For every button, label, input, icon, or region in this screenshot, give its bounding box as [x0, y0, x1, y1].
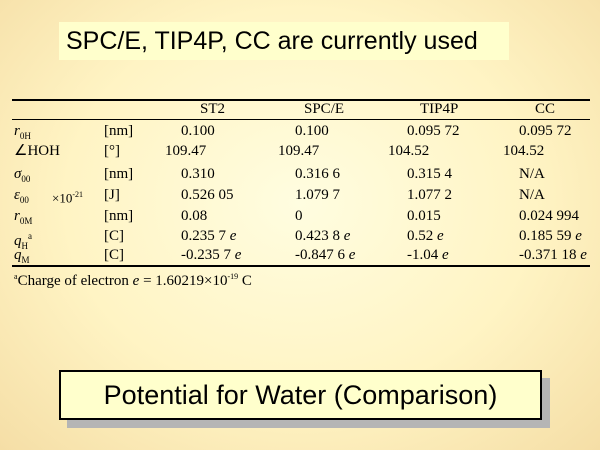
header-banner: SPC/E, TIP4P, CC are currently used [59, 22, 509, 60]
cell-value: 109.47 [278, 143, 320, 159]
footer-title-box: Potential for Water (Comparison) [59, 370, 542, 420]
table-row: r0M [nm] 0.08 0 0.015 0.024 994 [0, 206, 600, 226]
table-row: ∠HOH [°] 109.47 109.47 104.52 104.52 [0, 141, 600, 160]
cell-value: 0.095 72 [519, 123, 572, 139]
cell-value: -1.04 e [407, 247, 449, 263]
table-bottom-rule [12, 265, 590, 267]
cell-value: 1.079 7 [295, 187, 340, 203]
row-symbol: r0M [14, 208, 33, 226]
row-unit: [C] [104, 247, 124, 263]
cell-value: -0.371 18 e [519, 247, 587, 263]
table-row: r0H [nm] 0.100 0.100 0.095 72 0.095 72 [0, 121, 600, 141]
cell-value: 0.185 59 e [519, 228, 582, 244]
cell-value: 0.015 [407, 208, 441, 224]
footnote: aCharge of electron e = 1.60219×10-19 C [14, 272, 252, 289]
row-unit: [nm] [104, 208, 134, 224]
cell-value: 0.08 [181, 208, 208, 224]
cell-value: 0.52 e [407, 228, 444, 244]
table-row: qM [C] -0.235 7 e -0.847 6 e -1.04 e -0.… [0, 245, 600, 265]
table-top-rule [12, 99, 590, 101]
cell-value: 0.526 05 [181, 187, 234, 203]
cell-value: 0.095 72 [407, 123, 460, 139]
row-symbol: σ00 [14, 166, 31, 184]
cell-value: 0.235 7 e [181, 228, 237, 244]
cell-value: 109.47 [165, 143, 207, 159]
table-row: qHa [C] 0.235 7 e 0.423 8 e 0.52 e 0.185… [0, 226, 600, 251]
cell-value: 0.024 994 [519, 208, 579, 224]
cell-value: -0.847 6 e [295, 247, 356, 263]
row-unit: [J] [104, 187, 120, 203]
cell-value: 0.423 8 e [295, 228, 351, 244]
footer-title: Potential for Water (Comparison) [103, 380, 498, 410]
cell-value: 0.316 6 [295, 166, 340, 182]
row-multiplier: ×10-21 [52, 190, 84, 206]
cell-value: 104.52 [388, 143, 430, 159]
row-symbol: ε00 [14, 187, 29, 205]
row-unit: [nm] [104, 166, 134, 182]
row-unit: [°] [104, 143, 120, 159]
table-row: σ00 [nm] 0.310 0.316 6 0.315 4 N/A [0, 164, 600, 184]
row-symbol: qM [14, 247, 30, 265]
cell-value: 104.52 [503, 143, 545, 159]
row-symbol: r0H [14, 123, 31, 141]
column-header-st2: ST2 [200, 101, 226, 117]
row-unit: [nm] [104, 123, 134, 139]
table-header-rule [12, 119, 590, 120]
cell-value: 0.310 [181, 166, 215, 182]
cell-value: -0.235 7 e [181, 247, 242, 263]
cell-value: 0 [295, 208, 303, 224]
cell-value: 1.077 2 [407, 187, 452, 203]
column-header-tip4p: TIP4P [420, 101, 459, 117]
column-header-spce: SPC/E [304, 101, 345, 117]
row-symbol: ∠HOH [14, 143, 60, 159]
row-unit: [C] [104, 228, 124, 244]
column-header-cc: CC [535, 101, 556, 117]
cell-value: 0.100 [181, 123, 215, 139]
cell-value: N/A [519, 166, 545, 182]
header-text: SPC/E, TIP4P, CC are currently used [66, 27, 478, 55]
table-row: ε00 ×10-21 [J] 0.526 05 1.079 7 1.077 2 … [0, 185, 600, 206]
cell-value: 0.315 4 [407, 166, 452, 182]
row-symbol: qHa [14, 231, 32, 251]
cell-value: 0.100 [295, 123, 329, 139]
cell-value: N/A [519, 187, 545, 203]
